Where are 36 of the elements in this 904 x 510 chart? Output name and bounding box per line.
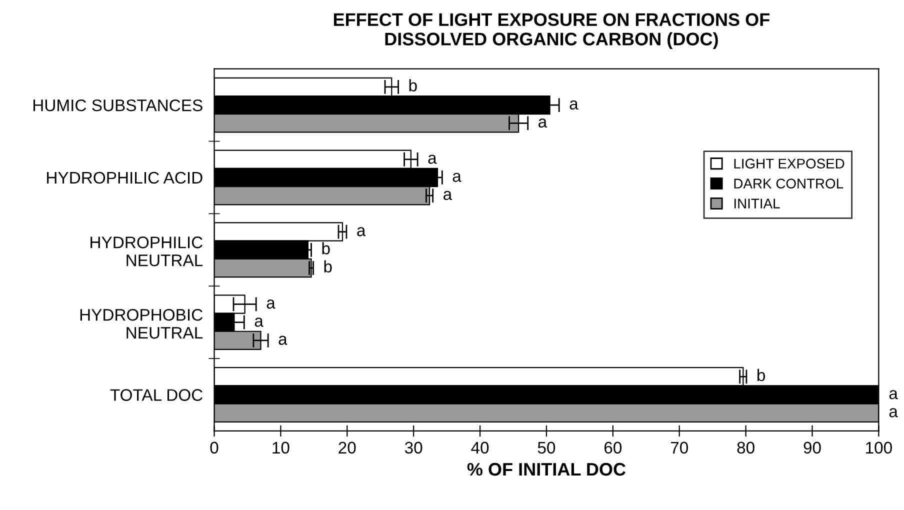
y-tick-label: HYDROPHILIC ACID [47,172,202,184]
x-tick-label: 90 [804,442,821,454]
data-label: a [357,227,366,236]
legend-label: DARK CONTROL [734,178,844,188]
x-tick-label: 0 [210,442,218,454]
data-label: a [254,318,264,327]
data-label: a [889,390,898,400]
x-axis-title: % OF INITIAL DOC [467,462,626,476]
data-label: b [409,79,417,92]
x-tick-label: 20 [338,442,356,454]
y-tick-label: HUMIC SUBSTANCES [33,99,202,112]
legend-label: INITIAL [734,198,780,208]
data-label: a [889,408,898,418]
data-label: a [452,172,462,182]
data-label: b [324,260,332,272]
data-label: b [322,242,330,254]
y-tick-label: TOTAL DOC [110,389,203,401]
y-tick-label: HYDROPHOBIC NEUTRAL [80,308,203,339]
x-tick-label: 40 [471,442,489,454]
data-label: a [538,118,548,128]
data-label: a [266,300,276,309]
data-label: a [570,100,578,110]
x-tick-label: 10 [272,442,290,454]
x-tick-label: 60 [604,442,622,454]
y-tick-label: HYDROPHILIC NEUTRAL [90,236,203,266]
x-tick-label: 100 [866,442,892,454]
data-label: a [444,190,452,200]
data-label: a [428,154,437,164]
x-tick-label: 50 [538,442,556,454]
chart-title: EFFECT OF LIGHT EXPOSURE ON FRACTIONS OF DISSOLVED ORGANIC CARBON (DOC) [334,13,770,50]
data-label: a [278,336,288,345]
x-tick-label: 30 [404,442,422,454]
data-label: b [758,368,765,382]
x-tick-label: 80 [737,442,754,454]
legend-label: LIGHT EXPOSED [734,158,844,169]
x-tick-label: 70 [670,442,688,454]
